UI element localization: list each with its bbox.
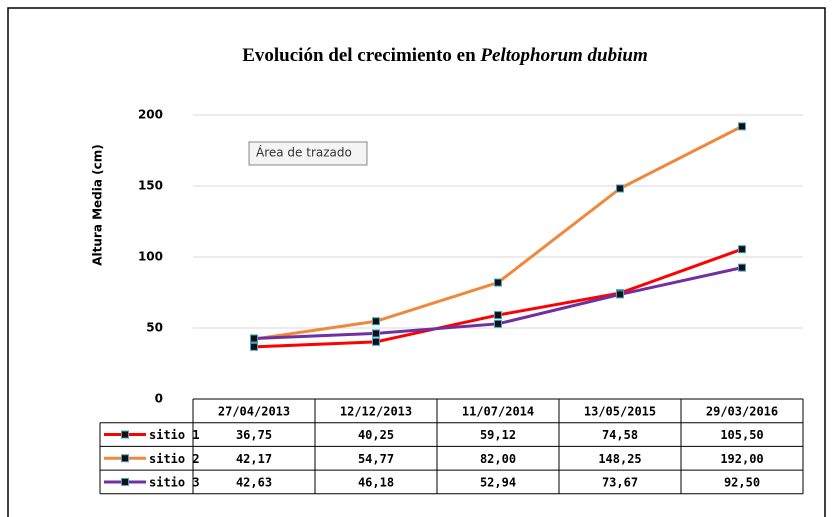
- table-value: 192,00: [720, 452, 763, 466]
- marker: [616, 290, 624, 299]
- legend-marker: [121, 454, 129, 463]
- x-tick-label: 11/07/2014: [462, 404, 534, 418]
- chart-border: [7, 7, 826, 517]
- marker: [494, 311, 502, 320]
- title-italic: Peltophorum dubium: [479, 45, 647, 66]
- table-value: 92,50: [724, 475, 760, 489]
- y-tick-label: 100: [138, 250, 163, 264]
- table-value: 148,25: [598, 452, 641, 466]
- y-tick-label: 150: [138, 179, 163, 193]
- marker: [372, 317, 380, 326]
- table-value: 52,94: [480, 475, 516, 489]
- legend-marker: [121, 477, 129, 486]
- legend-label: sitio 2: [149, 452, 200, 466]
- marker: [250, 342, 258, 351]
- x-tick-label: 29/03/2016: [706, 404, 778, 418]
- table-value: 82,00: [480, 452, 516, 466]
- marker: [250, 334, 258, 343]
- table-value: 46,18: [358, 475, 394, 489]
- legend-label: sitio 3: [149, 475, 200, 489]
- marker: [738, 263, 746, 272]
- y-tick-label: 50: [146, 321, 163, 335]
- annotation-box: [248, 141, 368, 166]
- marker: [372, 329, 380, 338]
- table-value: 36,75: [236, 428, 272, 442]
- chart-title: Evolución del crecimiento en Peltophorum…: [242, 45, 648, 66]
- marker: [738, 245, 746, 254]
- x-tick-label: 13/05/2015: [584, 404, 656, 418]
- title-text: Evolución del crecimiento en: [242, 45, 476, 66]
- legend-marker: [121, 430, 129, 439]
- table-value: 40,25: [358, 428, 394, 442]
- table-value: 42,17: [236, 452, 272, 466]
- marker: [494, 278, 502, 287]
- table-value: 105,50: [720, 428, 763, 442]
- y-tick-label: 0: [155, 392, 163, 406]
- marker: [738, 122, 746, 131]
- table-value: 59,12: [480, 428, 516, 442]
- legend-label: sitio 1: [149, 428, 200, 442]
- y-tick-label: 200: [138, 108, 163, 122]
- table-value: 42,63: [236, 475, 272, 489]
- table-value: 73,67: [602, 475, 638, 489]
- x-tick-label: 12/12/2013: [340, 404, 412, 418]
- marker: [616, 184, 624, 193]
- marker: [494, 319, 502, 328]
- x-tick-label: 27/04/2013: [218, 404, 290, 418]
- annotation: Área de trazado: [256, 145, 352, 160]
- table-value: 54,77: [358, 452, 394, 466]
- y-axis-label: Altura Media (cm): [91, 144, 105, 266]
- marker: [372, 337, 380, 346]
- table-value: 74,58: [602, 428, 638, 442]
